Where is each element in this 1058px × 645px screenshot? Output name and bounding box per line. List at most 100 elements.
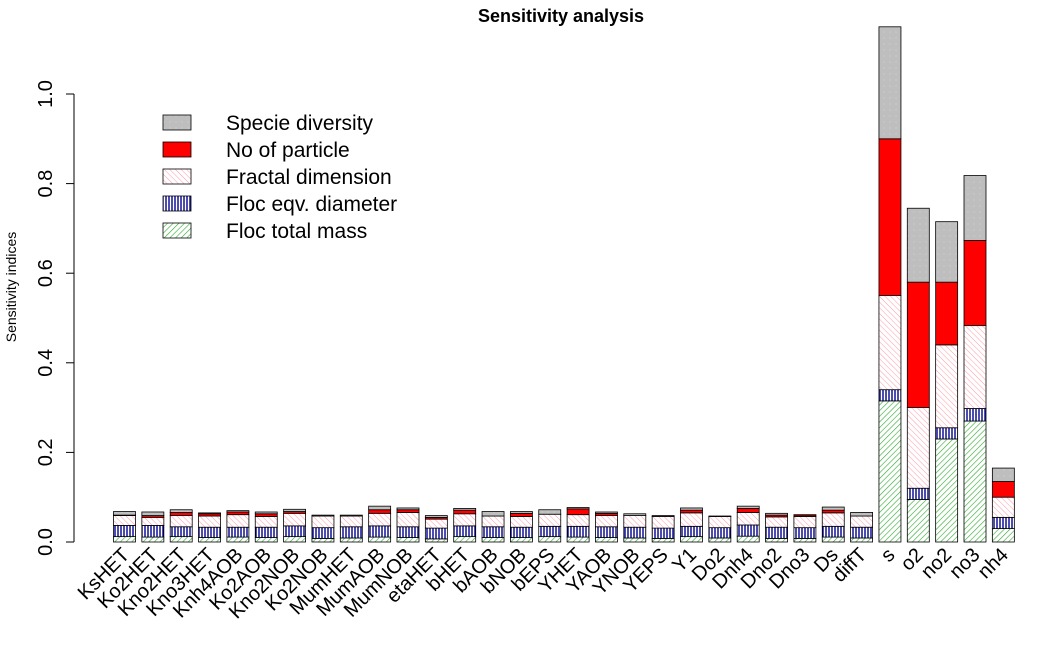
bar-segment-floc-total-mass <box>283 536 307 543</box>
bar-segment-floc-total-mass <box>708 537 732 543</box>
bar-stack-yhet <box>566 507 590 543</box>
bar-segment-specie-diversity <box>765 512 788 516</box>
legend-swatch <box>162 168 192 185</box>
bar-segment-fractal-dimension <box>595 515 618 528</box>
bar-segment-floc-eqv-diameter <box>509 526 533 538</box>
bar-segment-specie-diversity <box>339 514 363 517</box>
bar-segment-floc-total-mass <box>991 528 1015 543</box>
bar-segment-fractal-dimension <box>963 325 987 409</box>
bar-segment-floc-eqv-diameter <box>141 525 165 538</box>
bar-stack-etahet <box>424 515 448 543</box>
bar-segment-floc-total-mass <box>254 537 278 543</box>
bar-segment-specie-diversity <box>623 513 647 516</box>
y-axis: 0.0 0.2 0.4 0.6 0.8 1.0 <box>35 80 75 556</box>
bar-stack-o2 <box>906 207 930 543</box>
bar-segment-floc-eqv-diameter <box>424 527 448 540</box>
y-tick-label: 0.6 <box>35 259 57 287</box>
bar-segment-floc-eqv-diameter <box>538 525 562 538</box>
bar-segment-specie-diversity <box>368 505 392 511</box>
bar-stack-dnh4 <box>736 505 760 543</box>
bar-segment-no-of-particle <box>680 509 703 514</box>
bar-segment-fractal-dimension <box>481 515 505 528</box>
bar-segment-floc-eqv-diameter <box>481 526 505 538</box>
bar-segment-fractal-dimension <box>254 516 278 528</box>
bar-segment-fractal-dimension <box>396 512 420 528</box>
bar-segment-floc-total-mass <box>481 537 505 543</box>
bar-segment-specie-diversity <box>226 510 250 513</box>
bar-segment-specie-diversity <box>481 511 505 517</box>
x-tick-label: s <box>877 544 900 567</box>
bar-segment-floc-total-mass <box>906 499 930 543</box>
bar-segment-floc-eqv-diameter <box>935 427 959 440</box>
bar-stack-mumaob <box>368 505 392 543</box>
bar-segment-specie-diversity <box>566 507 590 510</box>
bar-stack-dno3 <box>793 514 817 543</box>
bar-segment-specie-diversity <box>254 511 278 515</box>
y-tick-label: 0.4 <box>35 349 57 377</box>
bar-segment-fractal-dimension <box>198 515 221 528</box>
bar-segment-no-of-particle <box>509 512 533 517</box>
bar-segment-floc-eqv-diameter <box>906 487 930 500</box>
bar-segment-floc-total-mass <box>169 536 193 543</box>
bar-segment-fractal-dimension <box>453 513 477 527</box>
bar-segment-specie-diversity <box>198 512 221 515</box>
legend-label: Fractal dimension <box>226 166 392 189</box>
bar-segment-fractal-dimension <box>736 512 760 526</box>
bar-stack-nh4 <box>991 467 1015 543</box>
bar-segment-no-of-particle <box>453 509 477 515</box>
bar-segment-specie-diversity <box>113 511 136 516</box>
bar-segment-no-of-particle <box>368 509 392 514</box>
bar-segment-fractal-dimension <box>368 512 392 527</box>
bar-segment-fractal-dimension <box>623 515 647 528</box>
y-tick-label: 1.0 <box>35 80 57 108</box>
bar-segment-no-of-particle <box>906 281 930 409</box>
y-tick-label: 0.0 <box>35 528 57 556</box>
bar-segment-fractal-dimension <box>906 407 930 489</box>
bar-stack-bnob <box>509 511 533 543</box>
bar-stack-ko2het <box>141 511 165 543</box>
bar-segment-floc-total-mass <box>623 537 647 543</box>
legend-item-floc-eqv-diameter: Floc eqv. diameter <box>162 193 397 216</box>
bar-segment-floc-total-mass <box>821 536 845 543</box>
bar-segment-specie-diversity <box>453 507 477 511</box>
bar-segment-floc-total-mass <box>396 537 420 543</box>
bar-segment-specie-diversity <box>538 509 562 515</box>
bar-segment-specie-diversity <box>141 511 165 516</box>
bar-stack-ynob <box>623 513 647 543</box>
bar-segment-fractal-dimension <box>680 512 703 527</box>
bar-segment-floc-total-mass <box>963 420 987 543</box>
bar-stack-yeps <box>651 515 675 543</box>
legend-swatch <box>162 195 192 212</box>
bar-segment-specie-diversity <box>509 511 533 514</box>
bar-stack-do2 <box>708 515 732 543</box>
bar-segment-floc-eqv-diameter <box>566 525 590 538</box>
bar-segment-floc-eqv-diameter <box>254 526 278 538</box>
bar-segment-floc-total-mass <box>509 537 533 543</box>
bar-segment-floc-eqv-diameter <box>850 526 873 539</box>
bar-stack-ko2nob <box>311 514 335 543</box>
bar-segment-floc-eqv-diameter <box>651 527 675 539</box>
bar-segment-fractal-dimension <box>991 496 1015 518</box>
bar-segment-specie-diversity <box>283 508 307 512</box>
y-tick-label: 0.8 <box>35 170 57 198</box>
bar-segment-specie-diversity <box>850 512 873 517</box>
bar-segment-fractal-dimension <box>113 515 136 526</box>
bar-stack-baob <box>481 511 505 543</box>
bar-segment-floc-total-mass <box>453 536 477 543</box>
bar-segment-no-of-particle <box>226 511 250 516</box>
bar-segment-floc-total-mass <box>538 536 562 543</box>
bar-segment-floc-eqv-diameter <box>311 527 335 539</box>
bar-segment-floc-eqv-diameter <box>821 525 845 538</box>
bar-stack-knh4aob <box>226 510 250 543</box>
legend-label: Floc total mass <box>226 220 367 243</box>
bar-segment-fractal-dimension <box>226 514 250 528</box>
bar-stack-dno2 <box>765 512 788 543</box>
bar-segment-fractal-dimension <box>424 518 448 529</box>
bar-stack-bhet <box>453 507 477 543</box>
bar-stack-mumhet <box>339 514 363 543</box>
bar-segment-fractal-dimension <box>169 515 193 528</box>
bar-segment-floc-eqv-diameter <box>113 525 136 538</box>
bar-segment-floc-eqv-diameter <box>793 527 817 539</box>
bar-segment-no-of-particle <box>991 481 1015 498</box>
